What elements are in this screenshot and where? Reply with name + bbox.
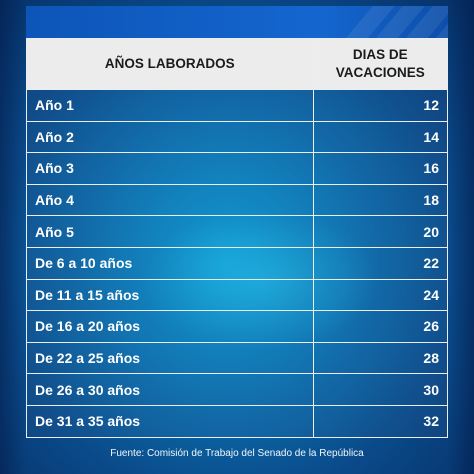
cell-vacation-days: 32: [312, 404, 449, 438]
cell-vacation-days: 22: [312, 246, 449, 280]
cell-years-worked: Año 1: [26, 89, 314, 122]
header-years-worked: AÑOS LABORADOS: [26, 38, 314, 90]
table-row: Año 3 16: [26, 152, 449, 185]
table-row: De 22 a 25 años 28: [26, 341, 449, 375]
table-row: Año 4 18: [26, 183, 449, 217]
table-row: Año 2 14: [26, 120, 449, 154]
cell-years-worked: Año 2: [26, 120, 314, 154]
table-header-row: AÑOS LABORADOS DIAS DE VACACIONES: [26, 38, 449, 90]
cell-vacation-days: 24: [312, 278, 449, 312]
background-edge-left: [0, 0, 26, 474]
source-caption: Fuente: Comisión de Trabajo del Senado d…: [110, 448, 364, 459]
table-row: De 6 a 10 años 22: [26, 246, 449, 280]
cell-years-worked: De 16 a 20 años: [26, 310, 314, 343]
header-vacation-days-line2: VACACIONES: [335, 65, 425, 80]
cell-years-worked: Año 3: [26, 152, 314, 185]
cell-years-worked: De 6 a 10 años: [26, 246, 314, 280]
cell-vacation-days: 18: [312, 183, 449, 217]
cell-vacation-days: 12: [312, 89, 449, 122]
cell-vacation-days: 14: [312, 120, 449, 154]
table-row: De 31 a 35 años 32: [26, 404, 449, 438]
table-row: De 26 a 30 años 30: [26, 373, 449, 406]
top-banner-bar: [26, 6, 448, 38]
header-vacation-days-line1: DIAS DE: [352, 46, 408, 62]
cell-vacation-days: 16: [312, 152, 449, 185]
table-body: Año 1 12 Año 2 14 Año 3 16 Año 4 18 Año 5 20 De 6 …: [26, 89, 449, 438]
cell-vacation-days: 20: [312, 215, 449, 248]
table-row: De 11 a 15 años 24: [26, 278, 449, 312]
table-row: Año 5 20: [26, 215, 449, 248]
cell-vacation-days: 26: [312, 310, 449, 343]
header-vacation-days: DIAS DE VACACIONES: [312, 38, 449, 90]
background-edge-right: [448, 0, 474, 474]
table-row: Año 1 12: [26, 89, 449, 122]
cell-years-worked: De 11 a 15 años: [26, 278, 314, 312]
cell-years-worked: De 26 a 30 años: [26, 373, 314, 406]
cell-vacation-days: 28: [312, 341, 449, 375]
cell-years-worked: Año 4: [26, 183, 314, 217]
cell-years-worked: De 31 a 35 años: [26, 404, 314, 438]
cell-years-worked: Año 5: [26, 215, 314, 248]
cell-years-worked: De 22 a 25 años: [26, 341, 314, 375]
table-row: De 16 a 20 años 26: [26, 310, 449, 343]
cell-vacation-days: 30: [312, 373, 449, 406]
